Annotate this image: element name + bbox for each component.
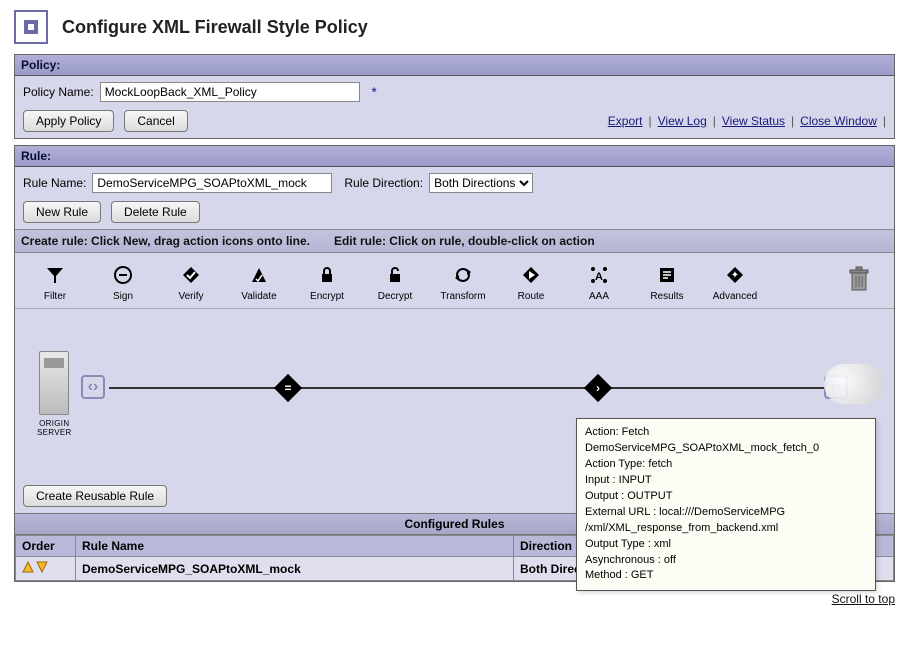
rule-name-input[interactable] — [92, 173, 332, 193]
action-palette: Filter Sign Verify Validate Encrypt Decr… — [15, 253, 894, 309]
row-rule-name: DemoServiceMPG_SOAPtoXML_mock — [82, 562, 301, 576]
palette-aaa[interactable]: A AAA — [575, 263, 623, 302]
rule-section-title: Rule: — [15, 146, 894, 167]
hint-create: Create rule: Click New, drag action icon… — [21, 234, 310, 248]
palette-validate[interactable]: Validate — [235, 263, 283, 302]
svg-text:✦: ✦ — [731, 270, 739, 281]
new-rule-button[interactable]: New Rule — [23, 201, 101, 223]
palette-decrypt[interactable]: Decrypt — [371, 263, 419, 302]
verify-icon — [179, 263, 203, 287]
col-order: Order — [16, 536, 76, 557]
required-marker: * — [372, 85, 377, 99]
palette-results[interactable]: Results — [643, 263, 691, 302]
hint-edit: Edit rule: Click on rule, double-click o… — [334, 234, 595, 248]
action-tooltip: Action: Fetch DemoServiceMPG_SOAPtoXML_m… — [576, 418, 876, 591]
route-icon — [519, 263, 543, 287]
cancel-button[interactable]: Cancel — [124, 110, 187, 132]
create-reusable-rule-button[interactable]: Create Reusable Rule — [23, 485, 167, 507]
trash-icon[interactable] — [848, 265, 870, 293]
filter-icon — [43, 263, 67, 287]
flow-start-cap[interactable]: ‹› — [81, 375, 105, 399]
close-window-link[interactable]: Close Window — [800, 114, 877, 128]
export-link[interactable]: Export — [608, 114, 643, 128]
scroll-to-top-link[interactable]: Scroll to top — [832, 592, 895, 606]
hint-bar: Create rule: Click New, drag action icon… — [15, 229, 894, 253]
policy-section-title: Policy: — [15, 55, 894, 76]
decrypt-icon — [383, 263, 407, 287]
encrypt-icon — [315, 263, 339, 287]
sign-icon — [111, 263, 135, 287]
rule-name-label: Rule Name: — [23, 176, 86, 190]
rule-direction-label: Rule Direction: — [344, 176, 423, 190]
policy-name-input[interactable] — [100, 82, 360, 102]
svg-text:A: A — [595, 271, 603, 283]
flow-node-match[interactable]: = — [275, 375, 301, 401]
aaa-icon: A — [587, 263, 611, 287]
transform-icon — [451, 263, 475, 287]
move-up-icon[interactable] — [22, 560, 34, 577]
origin-server-icon: ORIGINSERVER — [37, 351, 72, 437]
palette-sign[interactable]: Sign — [99, 263, 147, 302]
flow-line — [109, 387, 824, 389]
validate-icon — [247, 263, 271, 287]
advanced-icon: ✦ — [723, 263, 747, 287]
client-cloud-icon — [824, 364, 884, 404]
flow-node-fetch[interactable]: › — [585, 375, 611, 401]
policy-panel: Policy: Policy Name: * Apply Policy Canc… — [14, 54, 895, 139]
view-log-link[interactable]: View Log — [658, 114, 707, 128]
view-status-link[interactable]: View Status — [722, 114, 785, 128]
move-down-icon[interactable] — [36, 560, 48, 577]
palette-advanced[interactable]: ✦ Advanced — [711, 263, 759, 302]
policy-name-label: Policy Name: — [23, 85, 94, 99]
palette-filter[interactable]: Filter — [31, 263, 79, 302]
rule-direction-select[interactable]: Both Directions — [429, 173, 533, 193]
palette-encrypt[interactable]: Encrypt — [303, 263, 351, 302]
palette-transform[interactable]: Transform — [439, 263, 487, 302]
page-title: Configure XML Firewall Style Policy — [62, 17, 368, 38]
apply-policy-button[interactable]: Apply Policy — [23, 110, 114, 132]
app-logo — [14, 10, 48, 44]
palette-verify[interactable]: Verify — [167, 263, 215, 302]
results-icon — [655, 263, 679, 287]
palette-route[interactable]: Route — [507, 263, 555, 302]
delete-rule-button[interactable]: Delete Rule — [111, 201, 200, 223]
col-rule-name: Rule Name — [76, 536, 514, 557]
